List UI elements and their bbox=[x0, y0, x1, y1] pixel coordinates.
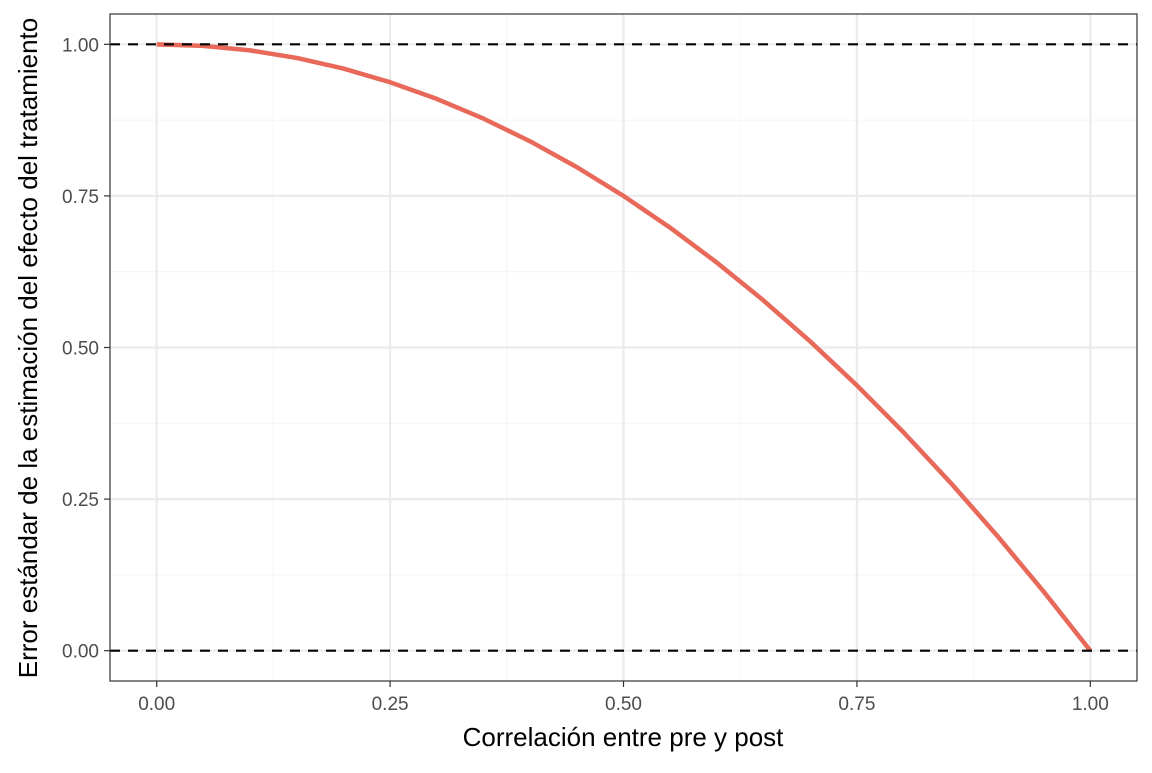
major-gridlines bbox=[110, 14, 1137, 681]
y-tick-label: 0.00 bbox=[62, 642, 99, 663]
reference-lines bbox=[110, 43, 1137, 652]
y-tick-label: 0.75 bbox=[62, 187, 99, 208]
y-axis-ticks: 0.00 0.25 0.50 0.75 1.00 bbox=[62, 35, 110, 663]
y-tick-label: 1.00 bbox=[62, 35, 99, 56]
y-tick-label: 0.25 bbox=[62, 490, 99, 511]
x-axis-title: Correlación entre pre y post bbox=[463, 722, 785, 752]
series-layer bbox=[156, 42, 1093, 653]
y-axis-title: Error estándar de la estimación del efec… bbox=[13, 18, 43, 678]
x-tick-label: 0.50 bbox=[605, 694, 642, 715]
series-line bbox=[156, 42, 1093, 653]
x-tick-label: 0.75 bbox=[838, 694, 875, 715]
x-tick-label: 0.00 bbox=[138, 694, 175, 715]
x-tick-label: 0.25 bbox=[372, 694, 409, 715]
x-axis-ticks: 0.00 0.25 0.50 0.75 1.00 bbox=[138, 681, 1109, 715]
x-tick-label: 1.00 bbox=[1072, 694, 1109, 715]
y-tick-label: 0.50 bbox=[62, 339, 99, 360]
